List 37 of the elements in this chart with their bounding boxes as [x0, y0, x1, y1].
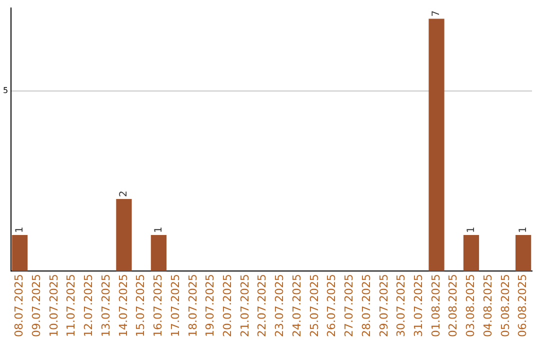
- x-tick-label: 30.07.2025: [394, 274, 408, 338]
- x-tick-label: 22.07.2025: [256, 274, 269, 338]
- x-tick-label: 05.08.2025: [498, 274, 512, 338]
- x-tick-label: 10.07.2025: [47, 274, 60, 338]
- y-tick-label: 5: [2, 86, 8, 95]
- x-tick-label: 15.07.2025: [134, 274, 148, 338]
- x-tick-label: 25.07.2025: [308, 274, 321, 338]
- x-tick-label: 19.07.2025: [204, 274, 217, 338]
- data-label: 1: [14, 226, 26, 233]
- x-tick-label: 12.07.2025: [82, 274, 96, 338]
- data-label: 7: [431, 10, 442, 17]
- x-tick-label: 28.07.2025: [360, 274, 373, 338]
- data-label: 2: [118, 190, 130, 197]
- x-tick-label: 16.07.2025: [152, 274, 165, 338]
- x-tick-label: 03.08.2025: [464, 274, 478, 338]
- x-tick-label: 26.07.2025: [325, 274, 338, 338]
- x-tick-label: 13.07.2025: [99, 274, 112, 338]
- x-tick-label: 29.07.2025: [377, 274, 390, 338]
- x-tick-label: 23.07.2025: [273, 274, 286, 338]
- x-tick-label: 09.07.2025: [30, 274, 43, 338]
- x-tick-label: 06.08.2025: [516, 274, 530, 338]
- x-tick-label: 01.08.2025: [429, 274, 442, 338]
- x-tick-label: 31.07.2025: [412, 274, 425, 338]
- x-tick-label: 11.07.2025: [64, 274, 78, 338]
- x-tick-label: 27.07.2025: [342, 274, 356, 338]
- x-tick-label: 20.07.2025: [220, 274, 234, 338]
- x-tick-label: 14.07.2025: [116, 274, 130, 338]
- x-tick-label: 02.08.2025: [446, 274, 460, 338]
- data-label: 1: [153, 226, 164, 233]
- data-label: 1: [466, 226, 477, 233]
- x-tick-label: 18.07.2025: [186, 274, 200, 338]
- x-tick-label: 21.07.2025: [238, 274, 252, 338]
- data-label: 1: [518, 226, 529, 233]
- x-tick-label: 24.07.2025: [290, 274, 304, 338]
- x-tick-label: 17.07.2025: [168, 274, 182, 338]
- x-tick-label: 08.07.2025: [12, 274, 26, 338]
- x-tick-label: 04.08.2025: [481, 274, 494, 338]
